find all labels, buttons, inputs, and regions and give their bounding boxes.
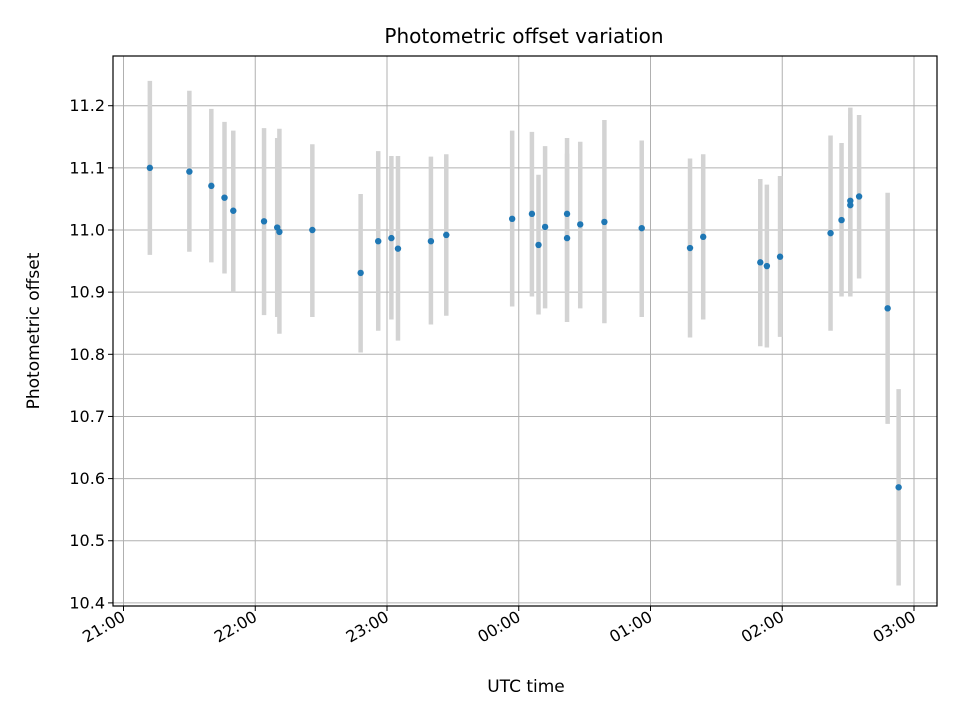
y-tick-label: 10.6 [69, 469, 105, 488]
y-axis-title: Photometric offset [24, 252, 44, 409]
data-point [260, 218, 268, 225]
data-point [427, 237, 435, 245]
data-point [884, 305, 891, 312]
x-axis-title: UTC time [487, 677, 565, 697]
data-point [776, 253, 784, 260]
data-point [855, 193, 863, 200]
y-tick-label: 10.8 [69, 345, 105, 364]
data-point [763, 262, 771, 270]
data-point [638, 224, 645, 232]
data-point [563, 234, 571, 242]
data-point [563, 210, 571, 218]
data-point [535, 241, 542, 249]
data-point [847, 201, 854, 209]
data-point [508, 215, 516, 223]
data-point [394, 245, 402, 252]
y-tick-label: 11.1 [69, 158, 105, 177]
data-point [443, 231, 450, 239]
data-point [757, 259, 764, 266]
data-point [541, 223, 549, 231]
y-tick-label: 11.0 [69, 221, 105, 240]
data-point [208, 182, 215, 190]
data-point [276, 228, 283, 236]
data-point [388, 234, 395, 242]
data-point [146, 164, 154, 172]
data-point [230, 207, 237, 214]
data-point [895, 484, 902, 491]
data-point [357, 269, 364, 277]
data-point [186, 168, 193, 175]
data-point [309, 226, 316, 234]
y-tick-label: 11.2 [69, 96, 105, 115]
y-tick-label: 10.9 [69, 283, 105, 302]
y-tick-label: 10.5 [69, 531, 105, 550]
data-point [577, 221, 584, 228]
data-point [375, 237, 382, 245]
data-point [827, 229, 834, 237]
data-point [700, 233, 707, 241]
y-tick-label: 10.7 [69, 407, 105, 426]
data-point [601, 218, 608, 226]
y-axis: 10.4 10.5 10.6 10.7 10.8 10.9 11.0 11.1 11.2 [69, 96, 113, 612]
data-point [686, 244, 694, 252]
chart-title: Photometric offset variation [384, 24, 663, 48]
data-point [528, 210, 536, 218]
data-point [838, 216, 845, 224]
y-tick-label: 10.4 [69, 593, 105, 612]
grid [113, 56, 937, 606]
plot-area-frame [112, 55, 938, 607]
data-point [221, 194, 228, 201]
data-points [146, 164, 902, 491]
